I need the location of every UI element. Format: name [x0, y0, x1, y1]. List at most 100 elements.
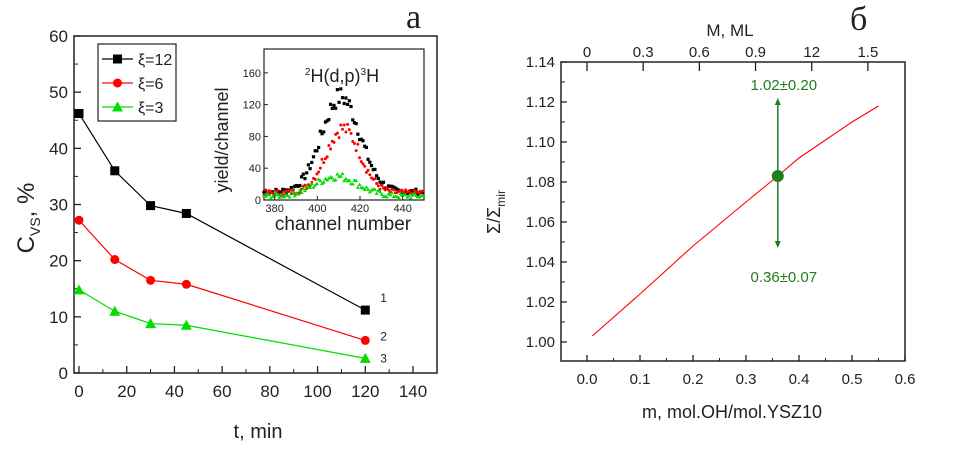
inset-point-series-2 [378, 187, 382, 191]
inset-point-series-2 [288, 188, 292, 192]
data-point-series-2 [110, 255, 120, 265]
legend-label-2: ξ=6 [138, 76, 164, 93]
inset-points [262, 87, 425, 200]
inset-point-series-3 [360, 185, 365, 190]
inset-point-series-3 [412, 191, 417, 196]
inset-point-series-3 [378, 189, 383, 194]
x-tick-label-a: 0 [74, 382, 83, 401]
inset-point-series-3 [299, 190, 304, 194]
inset-point-series-2 [329, 147, 333, 151]
x-tick-label-b: 0.3 [736, 371, 757, 388]
curve-label-3: 3 [380, 351, 387, 365]
y-tick-label-a: 60 [49, 27, 68, 46]
data-point-series-1 [360, 305, 370, 315]
inset-point-series-1 [409, 189, 413, 193]
y-axis-title-a: CVS, % [13, 183, 43, 254]
inset-point-series-2 [317, 170, 321, 174]
inset-point-series-1 [301, 172, 305, 176]
inset-point-series-3 [335, 172, 340, 176]
inset-point-series-3 [396, 195, 401, 200]
inset-y-tick-label: 0 [255, 195, 261, 207]
inset-point-series-3 [296, 191, 301, 196]
x-tick-label-a: 100 [303, 382, 331, 401]
inset-point-series-1 [357, 138, 362, 142]
panel-b: б 0.0 0.1 0.2 0.3 0.4 0.5 0.6 1.00 1.02 1.04 1.06 1… [484, 1, 915, 422]
inset-point-series-1 [378, 180, 382, 184]
annotation-lower: 0.36±0.07 [750, 269, 817, 286]
data-point-series-2 [74, 215, 84, 225]
inset-point-series-1 [344, 96, 348, 100]
inset-point-series-1 [393, 186, 398, 190]
x-axis-title-a: t, min [234, 421, 283, 443]
inset-point-series-2 [356, 142, 360, 146]
inset-point-series-2 [385, 186, 389, 190]
inset-point-series-1 [373, 167, 377, 171]
inset-point-series-3 [388, 192, 393, 197]
legend-label-3: ξ=3 [138, 100, 164, 117]
x-tick-label-a: 80 [260, 382, 279, 401]
inset-point-series-3 [279, 192, 284, 196]
inset-point-series-1 [317, 145, 321, 150]
inset-point-series-1 [335, 88, 339, 92]
inset-y-tick-label: 160 [243, 68, 261, 80]
inset-point-series-2 [322, 161, 326, 165]
y-tick-label-b: 1.08 [526, 174, 555, 191]
data-point-series-3 [180, 319, 192, 330]
inset-point-series-1 [386, 184, 391, 188]
x-tick-label-b: 0.1 [630, 371, 651, 388]
inset-point-series-2 [264, 188, 268, 192]
inset-point-series-1 [395, 187, 399, 191]
inset-y-tick-label: 40 [249, 163, 261, 175]
legend-marker-1 [113, 54, 122, 64]
y-tick-label-a: 40 [49, 139, 68, 158]
inset-point-series-2 [318, 166, 322, 170]
inset-y-tick-label: 120 [243, 100, 261, 112]
plot-frame-b [560, 61, 906, 362]
inset-point-series-3 [403, 192, 408, 197]
inset-point-series-3 [297, 188, 302, 193]
inset-point-series-2 [325, 155, 329, 159]
inset-point-series-1 [286, 188, 290, 192]
inset-point-series-3 [277, 195, 282, 199]
inset-point-series-2 [291, 188, 295, 192]
inset-point-series-2 [339, 123, 343, 127]
inset-point-series-3 [309, 181, 314, 186]
data-point-series-3 [145, 318, 157, 329]
inset-point-series-3 [357, 182, 362, 187]
inset-point-series-2 [359, 160, 363, 164]
inset-point-series-1 [352, 121, 357, 125]
inset-point-series-1 [310, 160, 314, 165]
inset-point-series-1 [383, 186, 387, 190]
top-x-tick-label-b: 12 [803, 44, 820, 61]
annotation-upper: 1.02±0.20 [750, 77, 817, 94]
inset-point-series-3 [291, 191, 296, 195]
inset-point-series-1 [368, 160, 372, 164]
inset-point-series-3 [354, 178, 359, 182]
data-point-series-1 [74, 109, 84, 119]
inset-point-series-1 [369, 163, 374, 168]
inset-point-series-3 [282, 194, 287, 199]
inset-point-series-2 [376, 184, 380, 188]
inset-point-series-3 [287, 194, 292, 199]
y-tick-label-b: 1.00 [526, 334, 555, 351]
inset-point-series-2 [337, 136, 341, 140]
curve-label-2: 2 [380, 329, 387, 343]
inset-point-series-3 [301, 186, 306, 191]
inset-point-series-1 [323, 120, 328, 124]
inset-point-series-2 [349, 131, 353, 135]
top-x-tick-label-b: 1.5 [857, 44, 878, 61]
x-tick-label-a: 120 [351, 382, 379, 401]
inset-point-series-1 [334, 106, 338, 110]
inset-point-series-3 [355, 185, 360, 189]
inset-title: 2H(d,p)3H [305, 66, 379, 86]
inset-point-series-1 [390, 184, 394, 188]
inset-point-series-1 [274, 187, 278, 192]
inset-point-series-3 [268, 196, 273, 200]
inset-point-series-2 [417, 191, 421, 195]
inset-point-series-3 [364, 185, 369, 189]
inset-point-series-2 [380, 183, 384, 187]
inset-point-series-2 [344, 130, 348, 134]
y-tick-label-a: 0 [59, 364, 68, 383]
inset-point-series-3 [379, 192, 384, 196]
x-tick-label-a: 40 [165, 382, 184, 401]
